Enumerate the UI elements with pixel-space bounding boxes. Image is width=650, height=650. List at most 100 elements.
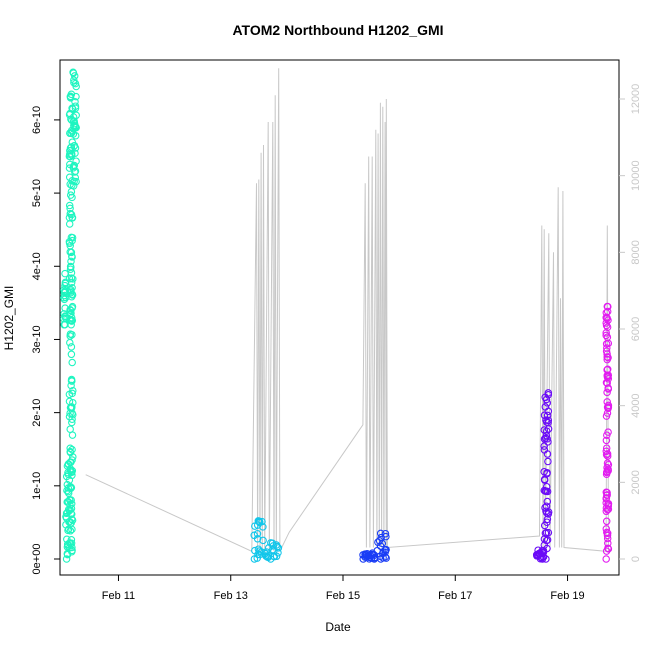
data-point bbox=[603, 366, 611, 374]
data-point bbox=[602, 347, 611, 355]
data-point bbox=[69, 117, 78, 125]
y2-tick-label: 0 bbox=[630, 556, 642, 562]
data-point bbox=[67, 285, 75, 294]
data-point bbox=[604, 384, 612, 392]
data-point bbox=[60, 291, 69, 300]
data-point bbox=[68, 543, 76, 552]
data-point bbox=[251, 522, 259, 530]
data-point bbox=[66, 310, 74, 319]
data-point bbox=[71, 149, 79, 157]
data-point bbox=[603, 450, 612, 458]
x-axis: Feb 11 Feb 13 Feb 15 Feb 17 Feb 19 bbox=[102, 575, 585, 602]
data-point bbox=[68, 431, 77, 439]
y2-tick-label: 12000 bbox=[630, 84, 642, 115]
data-point bbox=[66, 248, 74, 256]
x-tick-label: Feb 19 bbox=[550, 590, 584, 602]
data-point bbox=[376, 529, 385, 538]
data-point bbox=[603, 373, 612, 381]
data-point bbox=[602, 331, 610, 340]
data-point bbox=[603, 350, 611, 358]
data-point bbox=[542, 528, 551, 537]
data-point bbox=[71, 173, 80, 182]
series-3 bbox=[359, 529, 390, 563]
series-4 bbox=[532, 389, 553, 563]
data-point bbox=[67, 515, 76, 523]
data-point bbox=[603, 534, 612, 543]
data-point bbox=[65, 412, 74, 421]
data-point bbox=[382, 545, 390, 554]
data-point bbox=[65, 239, 74, 248]
data-point bbox=[69, 69, 78, 77]
data-point bbox=[540, 442, 548, 450]
data-point bbox=[71, 131, 80, 140]
data-point bbox=[602, 555, 610, 563]
data-point bbox=[69, 182, 78, 190]
data-point bbox=[66, 338, 74, 347]
data-point bbox=[603, 398, 611, 406]
data-point bbox=[536, 554, 545, 563]
data-point bbox=[543, 509, 551, 517]
data-point bbox=[68, 358, 76, 367]
data-point bbox=[540, 486, 549, 495]
data-points-layer bbox=[60, 68, 613, 563]
data-point bbox=[603, 403, 612, 412]
y2-tick-label: 2000 bbox=[630, 470, 642, 494]
data-point bbox=[376, 552, 385, 561]
data-point bbox=[604, 316, 612, 324]
data-point bbox=[72, 82, 80, 91]
data-point bbox=[602, 507, 611, 516]
x-axis-label: Date bbox=[325, 620, 351, 634]
data-point bbox=[67, 278, 76, 287]
data-point bbox=[543, 497, 552, 506]
y-tick-label: 5e-10 bbox=[31, 179, 43, 207]
data-point bbox=[60, 295, 69, 304]
y-tick-label: 3e-10 bbox=[31, 325, 43, 353]
data-point bbox=[540, 435, 549, 443]
data-point bbox=[70, 121, 78, 130]
y2-tick-label: 8000 bbox=[630, 240, 642, 264]
data-point bbox=[542, 555, 550, 563]
data-point bbox=[68, 302, 77, 311]
data-point bbox=[373, 546, 381, 555]
data-point bbox=[602, 451, 611, 459]
data-point bbox=[542, 395, 551, 404]
data-point bbox=[67, 257, 75, 266]
data-point bbox=[365, 555, 374, 563]
data-point bbox=[66, 209, 75, 218]
data-point bbox=[65, 152, 74, 161]
data-point bbox=[602, 309, 611, 317]
data-point bbox=[67, 343, 76, 351]
data-point bbox=[67, 306, 75, 315]
y2-tick-label: 4000 bbox=[630, 393, 642, 417]
data-point bbox=[603, 388, 611, 397]
data-point bbox=[251, 546, 259, 555]
data-point bbox=[67, 519, 75, 527]
data-point bbox=[67, 496, 75, 504]
data-point bbox=[68, 213, 76, 222]
data-point bbox=[604, 460, 613, 469]
data-point bbox=[540, 411, 549, 420]
x-tick-label: Feb 13 bbox=[214, 590, 248, 602]
data-point bbox=[540, 446, 549, 454]
data-point bbox=[603, 531, 612, 540]
series-2 bbox=[250, 517, 283, 563]
data-point bbox=[604, 500, 612, 508]
data-point bbox=[65, 543, 74, 552]
data-point bbox=[542, 482, 551, 491]
data-point bbox=[604, 545, 613, 553]
data-point bbox=[603, 459, 612, 467]
data-point bbox=[68, 284, 76, 292]
data-point bbox=[602, 517, 611, 526]
data-point bbox=[69, 398, 77, 407]
data-point bbox=[253, 535, 262, 543]
data-point bbox=[67, 504, 76, 513]
data-point bbox=[69, 162, 78, 171]
data-point bbox=[71, 122, 80, 131]
data-point bbox=[603, 409, 612, 417]
data-point bbox=[604, 505, 613, 513]
data-point bbox=[65, 213, 74, 222]
data-point bbox=[67, 320, 75, 329]
data-point bbox=[66, 409, 74, 417]
data-point bbox=[602, 468, 611, 477]
